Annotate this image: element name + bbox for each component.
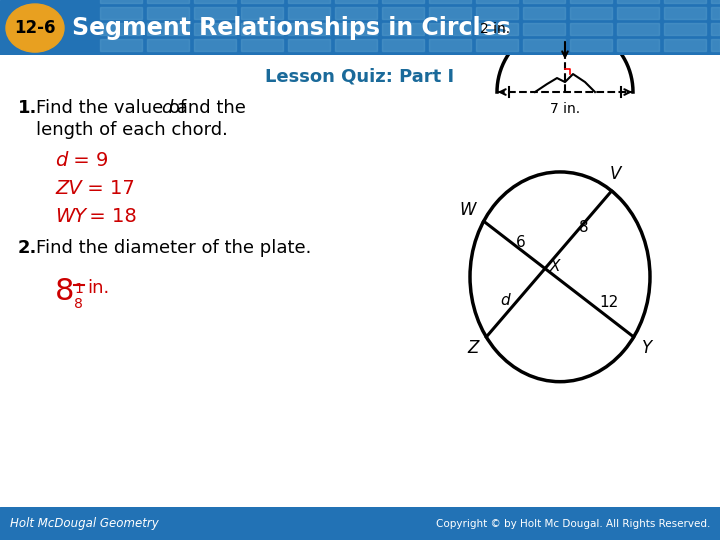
Text: 2 in.: 2 in. <box>480 22 510 36</box>
Bar <box>476 23 518 35</box>
Bar <box>617 0 659 3</box>
Bar <box>382 39 424 51</box>
Text: = 17: = 17 <box>81 179 135 198</box>
Bar <box>570 7 612 19</box>
Bar <box>664 7 706 19</box>
Bar <box>570 23 612 35</box>
Text: = 18: = 18 <box>83 207 137 226</box>
Bar <box>288 39 330 51</box>
Bar <box>147 39 189 51</box>
Bar <box>288 23 330 35</box>
Text: ZV: ZV <box>55 179 82 198</box>
Bar <box>570 39 612 51</box>
Bar <box>711 7 720 19</box>
Bar <box>382 23 424 35</box>
Text: 8: 8 <box>55 277 74 306</box>
Text: 7 in.: 7 in. <box>550 102 580 116</box>
Bar <box>617 23 659 35</box>
Bar <box>241 23 283 35</box>
Bar <box>194 0 236 3</box>
Bar <box>100 7 142 19</box>
Text: 2.: 2. <box>18 239 37 257</box>
Bar <box>664 23 706 35</box>
Text: Segment Relationships in Circles: Segment Relationships in Circles <box>72 16 510 40</box>
Bar <box>194 7 236 19</box>
Text: WY: WY <box>55 207 86 226</box>
Ellipse shape <box>6 4 64 52</box>
Bar <box>241 7 283 19</box>
Text: 8: 8 <box>74 297 83 311</box>
Bar <box>429 0 471 3</box>
Text: 8: 8 <box>580 220 589 235</box>
Bar <box>241 0 283 3</box>
Text: 6: 6 <box>516 235 525 251</box>
Bar <box>711 0 720 3</box>
Text: Find the diameter of the plate.: Find the diameter of the plate. <box>36 239 311 257</box>
Text: 1.: 1. <box>18 99 37 117</box>
Text: and the: and the <box>171 99 246 117</box>
Bar <box>617 7 659 19</box>
Bar <box>382 0 424 3</box>
Bar <box>711 23 720 35</box>
Text: d: d <box>161 99 172 117</box>
Bar <box>711 39 720 51</box>
Text: Find the value of: Find the value of <box>36 99 192 117</box>
Bar <box>664 0 706 3</box>
Text: 12-6: 12-6 <box>14 19 55 37</box>
Bar <box>664 39 706 51</box>
Bar <box>100 23 142 35</box>
Text: Lesson Quiz: Part I: Lesson Quiz: Part I <box>266 67 454 85</box>
Bar <box>523 0 565 3</box>
Bar <box>476 0 518 3</box>
Bar <box>335 23 377 35</box>
Text: X: X <box>550 259 560 274</box>
Text: Y: Y <box>642 339 652 357</box>
Bar <box>147 23 189 35</box>
Bar <box>194 23 236 35</box>
Bar <box>288 0 330 3</box>
Text: length of each chord.: length of each chord. <box>36 121 228 139</box>
Bar <box>429 7 471 19</box>
Bar <box>429 23 471 35</box>
Bar <box>288 7 330 19</box>
Bar <box>476 7 518 19</box>
Bar <box>523 23 565 35</box>
Bar <box>100 39 142 51</box>
Text: 12: 12 <box>599 295 618 310</box>
Bar <box>617 39 659 51</box>
Text: V: V <box>610 165 621 183</box>
Text: Z: Z <box>467 339 478 357</box>
Text: Holt McDougal Geometry: Holt McDougal Geometry <box>10 517 158 530</box>
Text: 1: 1 <box>74 282 83 296</box>
Bar <box>382 7 424 19</box>
Text: W: W <box>459 201 476 219</box>
Bar <box>523 7 565 19</box>
Bar <box>476 39 518 51</box>
Text: in.: in. <box>87 279 109 297</box>
Bar <box>335 0 377 3</box>
Bar <box>429 39 471 51</box>
Text: = 9: = 9 <box>67 151 109 170</box>
Bar <box>335 39 377 51</box>
Bar <box>194 39 236 51</box>
Bar <box>147 0 189 3</box>
Bar <box>335 7 377 19</box>
Bar <box>523 39 565 51</box>
Bar <box>147 7 189 19</box>
Text: d: d <box>55 151 68 170</box>
Text: d: d <box>500 293 510 308</box>
Bar <box>570 0 612 3</box>
Bar <box>241 39 283 51</box>
Text: Copyright © by Holt Mc Dougal. All Rights Reserved.: Copyright © by Holt Mc Dougal. All Right… <box>436 519 710 529</box>
Bar <box>100 0 142 3</box>
